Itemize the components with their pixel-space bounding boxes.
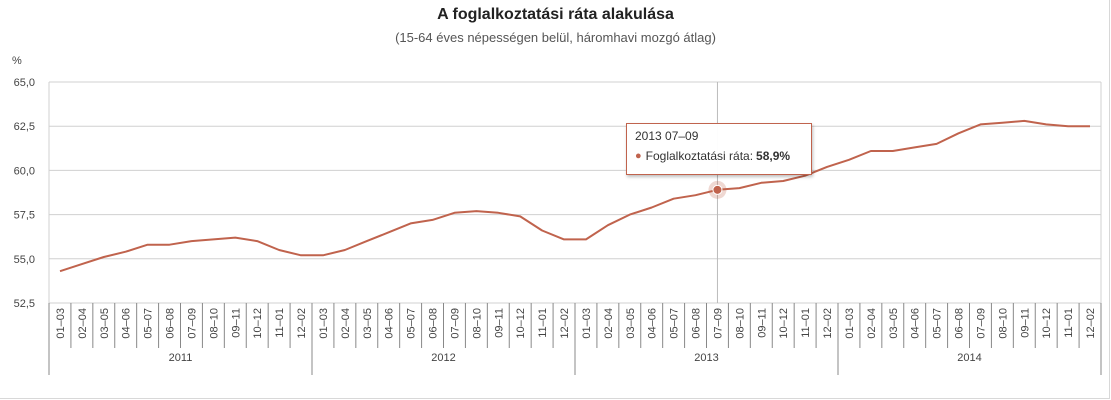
x-tick-label: 07–09 — [449, 308, 461, 339]
tooltip: 2013 07–09 ● Foglalkoztatási ráta: 58,9% — [626, 123, 812, 175]
x-tick-label: 03–05 — [888, 308, 900, 339]
chart-title: A foglalkoztatási ráta alakulása — [437, 6, 674, 23]
x-tick-label: 10–12 — [252, 308, 264, 339]
year-label: 2011 — [169, 352, 193, 364]
x-tick-label: 04–06 — [910, 308, 922, 339]
tooltip-value: 58,9% — [756, 149, 791, 163]
x-tick-label: 12–02 — [1085, 308, 1097, 339]
x-tick-label: 08–10 — [734, 308, 746, 339]
x-tick-label: 03–05 — [625, 308, 637, 339]
x-tick-label: 06–08 — [165, 308, 177, 339]
x-tick-label: 11–01 — [800, 308, 812, 338]
x-tick-label: 01–03 — [55, 308, 67, 339]
x-tick-label: 04–06 — [121, 308, 133, 339]
x-tick-label: 02–04 — [866, 308, 878, 339]
x-tick-label: 10–12 — [515, 308, 527, 339]
x-tick-label: 02–04 — [340, 308, 352, 339]
x-tick-label: 02–04 — [603, 308, 615, 339]
x-tick-label: 07–09 — [186, 308, 198, 339]
tooltip-series-label: Foglalkoztatási ráta: — [645, 149, 754, 163]
dot-icon: ● — [635, 150, 642, 162]
x-tick-label: 01–03 — [581, 308, 593, 339]
x-tick-label: 10–12 — [778, 308, 790, 339]
y-tick-label: 65,0 — [14, 77, 35, 89]
year-label: 2013 — [694, 352, 718, 364]
x-tick-label: 08–10 — [208, 308, 220, 339]
y-tick-label: 57,5 — [14, 210, 35, 222]
series-line — [59, 119, 1090, 273]
x-tick-label: 12–02 — [822, 308, 834, 339]
x-tick-label: 09–11 — [230, 308, 242, 338]
x-tick-label: 08–10 — [997, 308, 1009, 339]
x-tick-label: 03–05 — [362, 308, 374, 339]
x-tick-label: 01–03 — [844, 308, 856, 339]
x-tick-label: 04–06 — [384, 308, 396, 339]
year-label: 2012 — [431, 352, 455, 364]
x-tick-label: 07–09 — [975, 308, 987, 339]
y-tick-label: 60,0 — [14, 165, 35, 177]
x-tick-label: 06–08 — [691, 308, 703, 339]
x-tick-label: 11–01 — [537, 308, 549, 338]
x-tick-label: 06–08 — [954, 308, 966, 339]
x-tick-label: 11–01 — [274, 308, 286, 338]
x-tick-label: 09–11 — [756, 308, 768, 338]
y-tick-label: 52,5 — [14, 298, 35, 310]
x-tick-label: 01–03 — [318, 308, 330, 339]
y-axis-unit-label: % — [12, 55, 22, 67]
x-tick-label: 12–02 — [559, 308, 571, 339]
x-tick-label: 12–02 — [296, 308, 308, 339]
x-tick-label: 05–07 — [932, 308, 944, 339]
x-tick-label: 02–04 — [77, 308, 89, 339]
x-tick-label: 03–05 — [99, 308, 111, 339]
x-tick-label: 09–11 — [493, 308, 505, 338]
highlight-point — [712, 184, 723, 195]
x-tick-label: 09–11 — [1019, 308, 1031, 338]
x-tick-label: 11–01 — [1063, 308, 1075, 338]
year-label: 2014 — [957, 352, 981, 364]
x-tick-label: 05–07 — [143, 308, 155, 339]
x-tick-label: 06–08 — [428, 308, 440, 339]
y-tick-label: 62,5 — [14, 121, 35, 133]
y-tick-label: 55,0 — [14, 254, 35, 266]
tooltip-row: ● Foglalkoztatási ráta: 58,9% — [635, 149, 803, 163]
x-tick-label: 10–12 — [1041, 308, 1053, 339]
x-tick-label: 04–06 — [647, 308, 659, 339]
x-tick-label: 08–10 — [471, 308, 483, 339]
chart-subtitle: (15-64 éves népességen belül, háromhavi … — [395, 30, 716, 45]
x-tick-label: 05–07 — [406, 308, 418, 339]
x-tick-label: 05–07 — [669, 308, 681, 339]
tooltip-date: 2013 07–09 — [635, 129, 699, 143]
x-tick-label: 07–09 — [712, 308, 724, 339]
